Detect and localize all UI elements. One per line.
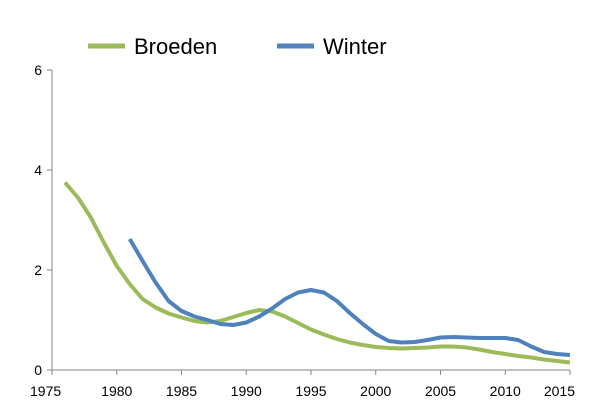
x-tick-label: 2010 xyxy=(490,383,521,399)
legend-label-broeden: Broeden xyxy=(134,34,217,59)
y-tick-label: 0 xyxy=(34,362,42,378)
y-tick-label: 4 xyxy=(34,162,42,178)
series-group xyxy=(63,181,571,365)
x-axis: 1975 1980 1985 1990 1995 2000 2005 2010 2015 xyxy=(30,370,575,399)
y-tick-label: 6 xyxy=(34,62,42,78)
legend: Broeden Winter xyxy=(88,34,387,59)
legend-label-winter: Winter xyxy=(323,34,387,59)
y-tick-label: 2 xyxy=(34,262,42,278)
x-tick-label: 2015 xyxy=(544,383,575,399)
x-tick-label: 1975 xyxy=(30,383,61,399)
x-tick-label: 2005 xyxy=(425,383,456,399)
y-axis: 0 2 4 6 xyxy=(34,62,52,378)
x-tick-label: 1985 xyxy=(166,383,197,399)
x-tick-label: 1980 xyxy=(101,383,132,399)
series-line-broeden xyxy=(63,181,571,365)
series-line-winter xyxy=(127,237,571,357)
x-tick-label: 2000 xyxy=(360,383,391,399)
x-tick-label: 1990 xyxy=(231,383,262,399)
x-tick-label: 1995 xyxy=(295,383,326,399)
plot-area xyxy=(51,70,570,371)
